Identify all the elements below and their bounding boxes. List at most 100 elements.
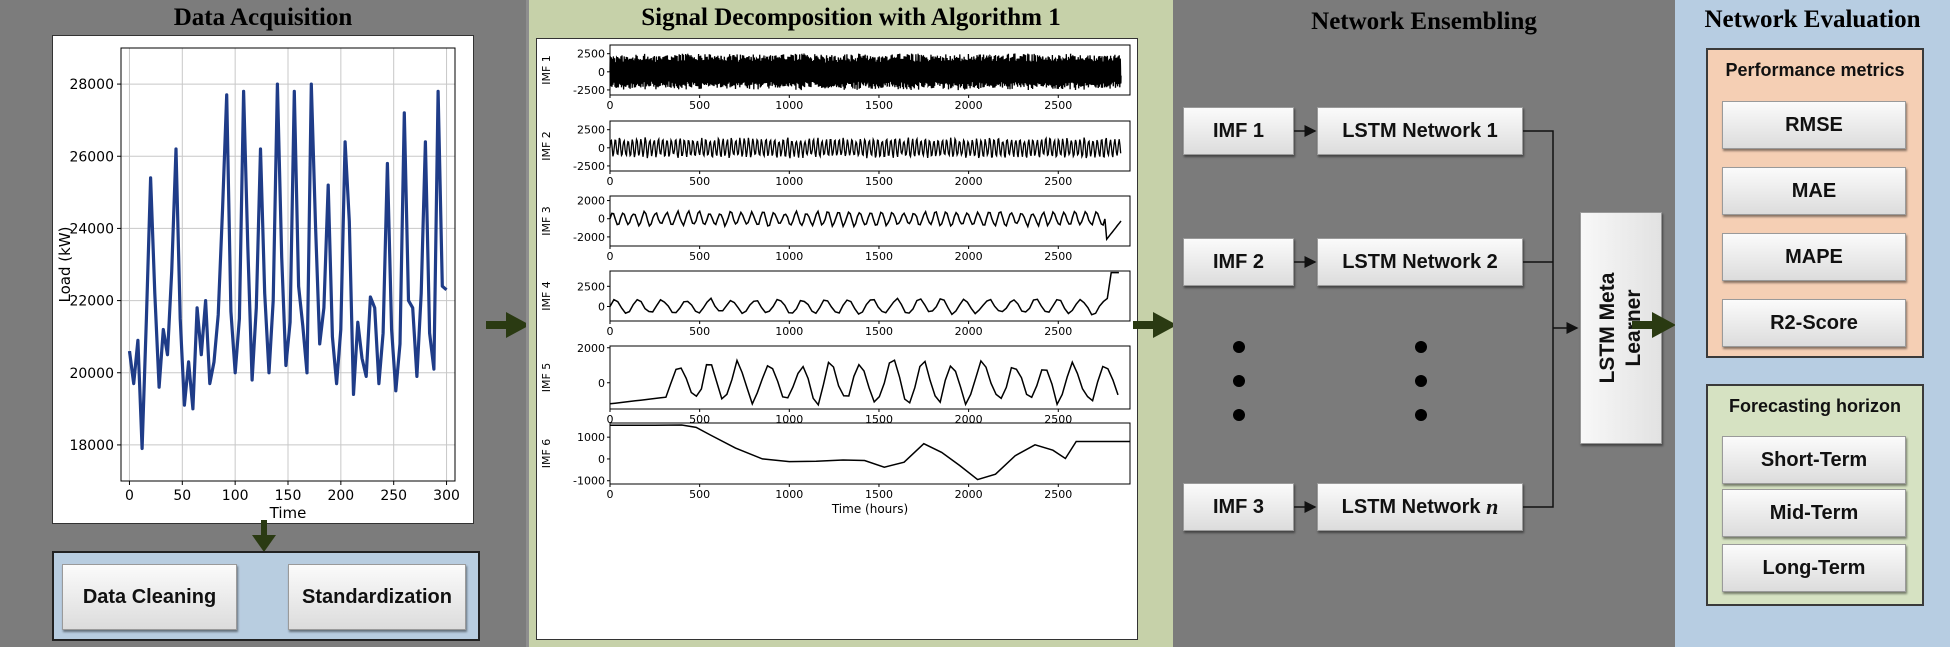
x-tick-label: 300 [433,488,460,504]
x-tick-label: 500 [689,250,710,263]
data-acquisition-title: Data Acquisition [173,4,353,31]
y-tick-label: 0 [598,453,605,466]
imf-axis-label: IMF 4 [540,281,553,311]
x-tick-label: 0 [125,488,134,504]
lstm-network-2-box: LSTM Network 2 [1317,238,1523,286]
y-tick-label: 2000 [577,195,605,208]
x-tick-label: 150 [275,488,302,504]
imf-axis-label: IMF 1 [540,55,553,85]
x-tick-label: 2000 [955,250,983,263]
imf-series-line [609,136,1122,159]
imf-3-box: IMF 3 [1183,483,1294,531]
y-tick-label: 20000 [69,366,114,382]
load-chart-frame: 18000 20000 22000 24000 26000 28000 0 50 100 150 2… [52,35,474,524]
x-tick-label: 1500 [865,250,893,263]
x-tick-label: 2000 [955,325,983,338]
x-tick-label: 500 [689,175,710,188]
x-tick-label: 2500 [1044,175,1072,188]
load-series-line [127,82,448,451]
lstm-network-1-box: LSTM Network 1 [1317,107,1523,155]
y-tick-label: -2500 [573,84,605,97]
y-tick-label: 28000 [69,77,114,93]
standardization-step: Standardization [288,564,466,630]
imf-series-line [609,208,1122,242]
imf-axis-label: IMF 2 [540,131,553,161]
lstm-network-n-box: LSTM Network n [1317,483,1523,531]
x-tick-label: 500 [689,488,710,501]
lstm-network-n-label: LSTM Network [1341,495,1487,518]
data-cleaning-step: Data Cleaning [62,564,237,630]
y-tick-label: 0 [598,213,605,226]
x-tick-label: 2500 [1044,250,1072,263]
x-tick-label: 2500 [1044,325,1072,338]
imf-plot-area [609,345,1131,410]
y-tick-label: -2000 [573,231,605,244]
right-arrow-icon [1632,312,1676,338]
x-tick-label: 0 [607,488,614,501]
x-tick-label: 0 [607,99,614,112]
lstm-network-n-suffix: n [1486,494,1499,519]
x-tick-label: 2000 [955,175,983,188]
imf-series-line [610,424,1130,481]
metric-mae: MAE [1722,167,1906,215]
signal-decomposition-title: Signal Decomposition with Algorithm 1 [641,4,1061,31]
y-tick-label: 18000 [69,438,114,454]
y-tick-label: -2500 [573,160,605,173]
x-tick-label: 1000 [775,175,803,188]
x-tick-label: 1500 [865,99,893,112]
metric-mape: MAPE [1722,233,1906,281]
y-tick-label: 2500 [577,124,605,137]
right-arrow-icon [1133,312,1177,338]
load-chart: 18000 20000 22000 24000 26000 28000 0 50 100 150 2… [56,47,460,522]
horizon-short-term: Short-Term [1722,436,1906,484]
x-axis-label: Time [269,504,307,522]
imf-plot-area [609,270,1131,322]
ellipsis-dot [1415,341,1427,353]
x-tick-label: 1000 [775,99,803,112]
ellipsis-dot [1415,409,1427,421]
imf-axis-label: IMF 3 [540,206,553,236]
x-axis-label: Time (hours) [831,502,908,516]
horizon-mid-term: Mid-Term [1722,489,1906,537]
forecasting-horizon-title: Forecasting horizon [1728,396,1901,416]
metric-rmse: RMSE [1722,101,1906,149]
ensemble-connectors [1294,125,1579,513]
x-tick-label: 250 [380,488,407,504]
x-tick-label: 0 [607,413,614,426]
x-tick-label: 2500 [1044,99,1072,112]
x-tick-label: 500 [689,325,710,338]
x-tick-label: 2000 [955,488,983,501]
x-tick-label: 1500 [865,175,893,188]
imf-series-line [609,271,1119,316]
imf-series-line [609,358,1119,407]
ellipsis-dot [1233,409,1245,421]
y-tick-label: 2000 [577,342,605,355]
imf-plot-area [609,422,1131,485]
ellipsis-dot [1233,341,1245,353]
imf-1-box: IMF 1 [1183,107,1294,155]
plot-area [120,47,456,482]
imf-axis-label: IMF 6 [540,439,553,469]
imf-charts-frame: -2500 0 2500 0 500 1000 1500 2000 2500 IMF 1 -2500… [536,38,1138,640]
y-tick-label: 0 [598,142,605,155]
x-tick-label: 2500 [1044,488,1072,501]
ellipsis-dot [1233,375,1245,387]
ellipsis-dot [1415,375,1427,387]
performance-metrics-title: Performance metrics [1725,60,1905,80]
imf-plot-area [609,195,1131,247]
x-tick-label: 200 [327,488,354,504]
y-tick-label: 24000 [69,221,114,237]
y-tick-label: 26000 [69,149,114,165]
x-tick-label: 0 [607,250,614,263]
x-tick-label: 1000 [775,325,803,338]
network-ensembling-title: Network Ensembling [1311,8,1537,35]
x-tick-label: 2000 [955,99,983,112]
x-tick-label: 100 [222,488,249,504]
right-arrow-icon [486,312,530,338]
x-tick-label: 1500 [865,325,893,338]
horizon-long-term: Long-Term [1722,544,1906,592]
x-tick-label: 1000 [775,250,803,263]
x-tick-label: 0 [607,175,614,188]
network-evaluation-title: Network Evaluation [1704,6,1921,33]
y-tick-label: 0 [598,377,605,390]
